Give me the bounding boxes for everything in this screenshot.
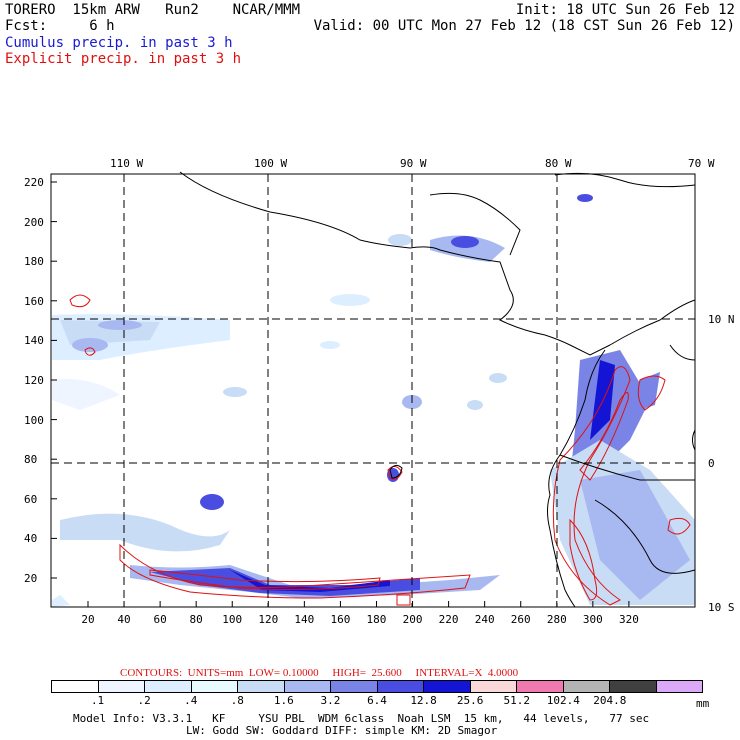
y-grid-label: 140 [24, 334, 44, 348]
color-swatch [284, 681, 331, 692]
lon-label: 70 W [688, 157, 715, 170]
explicit-label: Explicit precip. in past 3 h [5, 51, 242, 67]
scale-label: 6.4 [367, 694, 387, 707]
explicit-precip-contours [69, 294, 691, 606]
title-model-run: TORERO 15km ARW Run2 NCAR/MMM [5, 2, 301, 18]
y-grid-label: 160 [24, 294, 44, 308]
x-grid-label: 140 [294, 613, 315, 626]
x-grid-label: 320 [618, 613, 639, 626]
y-grid-label: 180 [24, 255, 44, 269]
x-grid-label: 240 [474, 613, 495, 626]
lat-label: 10 S [708, 601, 735, 614]
color-swatch [145, 681, 192, 692]
contours-info: CONTOURS: UNITS=mm LOW= 0.10000 HIGH= 25… [120, 667, 519, 679]
x-grid-label: 200 [402, 613, 423, 626]
x-grid-label: 60 [153, 613, 167, 626]
y-grid-label: 100 [24, 413, 44, 427]
scale-label: 1.6 [273, 694, 294, 707]
color-swatch [52, 681, 99, 692]
color-swatch [610, 681, 657, 692]
color-swatch [424, 681, 471, 692]
scale-label: 12.8 [410, 694, 437, 707]
lat-label: 0 [708, 457, 715, 470]
color-swatch [377, 681, 424, 692]
color-swatch [238, 681, 285, 692]
scale-label: 102.4 [546, 694, 580, 707]
x-grid-label: 160 [330, 613, 351, 626]
color-swatch [191, 681, 238, 692]
scale-label: .4 [184, 694, 198, 707]
x-grid-label: 260 [510, 613, 531, 626]
color-swatch [98, 681, 145, 692]
y-grid-label: 60 [24, 492, 38, 506]
scale-label: 25.6 [456, 694, 484, 707]
x-grid-label: 180 [366, 613, 387, 626]
color-swatch [331, 681, 378, 692]
x-grid-label: 100 [222, 613, 243, 626]
color-swatch [656, 681, 702, 692]
x-grid-label: 40 [117, 613, 131, 626]
lon-label: 100 W [254, 157, 288, 170]
valid-time: Valid: 00 UTC Mon 27 Feb 12 (18 CST Sun … [313, 18, 735, 34]
x-grid-label: 300 [582, 613, 603, 626]
lon-label: 90 W [400, 157, 427, 170]
scale-label: 3.2 [320, 694, 341, 707]
scale-label: 51.2 [503, 694, 530, 707]
lat-lon-grid [51, 174, 695, 607]
lon-label: 110 W [110, 157, 144, 170]
cumulus-label: Cumulus precip. in past 3 h [5, 35, 233, 51]
x-grid-label: 80 [189, 613, 203, 626]
x-grid-label: 20 [81, 613, 95, 626]
scale-label: 204.8 [593, 694, 627, 707]
map-frame [50, 173, 696, 608]
y-grid-label: 20 [24, 572, 38, 585]
y-grid-label: 40 [24, 532, 38, 546]
cumulus-precip-shading [52, 194, 695, 607]
x-grid-label: 280 [546, 613, 567, 626]
scale-label: .2 [137, 694, 151, 707]
legend-units: mm [696, 697, 710, 710]
y-grid-label: 120 [24, 374, 44, 387]
color-swatch [517, 681, 564, 692]
model-info: Model Info: V3.3.1 KF YSU PBL WDM 6class… [73, 712, 650, 725]
forecast-hour: Fcst: 6 h [5, 18, 115, 34]
color-swatch [563, 681, 610, 692]
x-grid-label: 120 [258, 613, 279, 626]
color-swatch [470, 681, 517, 692]
axis-ticks [51, 181, 630, 607]
scale-label: .1 [90, 694, 105, 707]
physics-info: LW: Godd SW: Goddard DIFF: simple KM: 2D… [186, 724, 498, 737]
scale-label: .8 [230, 694, 244, 707]
coastlines [179, 171, 696, 608]
lat-label: 10 N [708, 313, 735, 326]
y-grid-label: 220 [24, 176, 44, 189]
x-grid-label: 220 [438, 613, 459, 626]
y-grid-label: 200 [24, 215, 44, 229]
lon-label: 80 W [545, 157, 572, 170]
precip-color-scale [51, 680, 703, 693]
init-time: Init: 18 UTC Sun 26 Feb 12 [515, 2, 735, 18]
y-grid-label: 80 [24, 453, 38, 467]
